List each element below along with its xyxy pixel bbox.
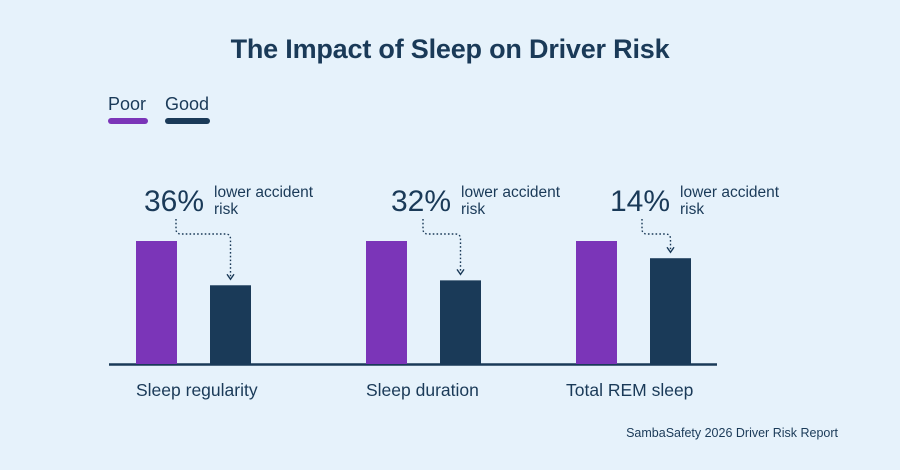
bar-good-3 <box>650 258 691 364</box>
category-label-2: Sleep duration <box>366 380 479 400</box>
legend-label-poor: Poor <box>108 94 147 114</box>
bar-poor-3 <box>576 241 617 364</box>
annotation-arrowhead-3 <box>666 246 675 254</box>
annotation-value-2: 32% <box>391 185 451 218</box>
annotation-value-3: 14% <box>610 185 670 218</box>
annotation-text-1-line2: risk <box>214 201 238 218</box>
bar-poor-2 <box>366 241 407 364</box>
annotation-text-2-line2: risk <box>461 201 485 218</box>
annotation-connector-1 <box>175 219 232 277</box>
category-label-3: Total REM sleep <box>566 380 693 400</box>
legend-swatch-good <box>165 118 210 124</box>
bar-good-2 <box>440 280 481 364</box>
annotation-value-1: 36% <box>144 185 204 218</box>
annotation-connector-2 <box>422 219 462 272</box>
bar-poor-1 <box>136 241 177 364</box>
source-note: SambaSafety 2026 Driver Risk Report <box>626 426 838 440</box>
bar-good-1 <box>210 285 251 364</box>
chart-title: The Impact of Sleep on Driver Risk <box>230 34 670 64</box>
annotation-text-3-line1: lower accident <box>680 184 780 201</box>
annotation-arrowhead-1 <box>226 273 235 281</box>
annotation-connector-3 <box>641 219 672 250</box>
annotation-text-1-line1: lower accident <box>214 184 314 201</box>
legend-item-poor: Poor <box>108 94 148 124</box>
legend-item-good: Good <box>165 94 210 124</box>
annotation-text-3-line2: risk <box>680 201 704 218</box>
annotation-arrowhead-2 <box>456 268 465 276</box>
legend: Poor Good <box>108 94 210 124</box>
annotation-text-2-line1: lower accident <box>461 184 561 201</box>
legend-label-good: Good <box>165 94 210 114</box>
category-label-1: Sleep regularity <box>136 380 258 400</box>
legend-swatch-poor <box>108 118 148 124</box>
